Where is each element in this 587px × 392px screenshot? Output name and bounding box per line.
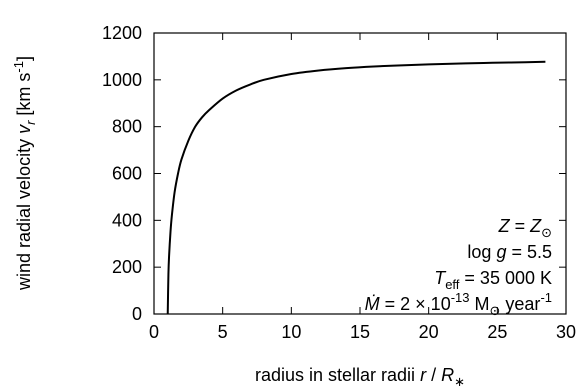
y-tick-label: 1200 [102,23,142,43]
tick-labels: 0 5 10 15 20 25 30 0 200 400 600 800 1000 1200 [102,23,576,342]
x-tick-label: 25 [487,322,507,342]
x-tick-label: 5 [218,322,228,342]
x-tick-label: 30 [556,322,576,342]
x-tick-label: 20 [419,322,439,342]
x-tick-label: 0 [149,322,159,342]
x-tick-label: 15 [350,322,370,342]
y-tick-label: 0 [132,304,142,324]
annotation-log-g: log g = 5.5 [467,242,552,262]
axis-ticks [153,32,567,315]
annotation-mass-loss: Ṁ = 2 × 10-13 M⊙ year-1 [365,290,552,318]
annotation-metallicity: Z = Z⊙ [498,216,552,240]
y-tick-label: 1000 [102,70,142,90]
series-line [166,60,546,315]
y-tick-label: 400 [112,210,142,230]
x-axis-label: radius in stellar radii r / R∗ [255,365,465,389]
y-axis-label: wind radial velocity vr [km s-1] [11,56,38,291]
y-tick-label: 800 [112,117,142,137]
annotation-block: Z = Z⊙ log g = 5.5 Teff = 35 000 K Ṁ = … [365,216,552,318]
y-tick-label: 200 [112,257,142,277]
x-tick-label: 10 [281,322,301,342]
annotation-teff: Teff = 35 000 K [434,268,552,292]
y-tick-label: 600 [112,164,142,184]
